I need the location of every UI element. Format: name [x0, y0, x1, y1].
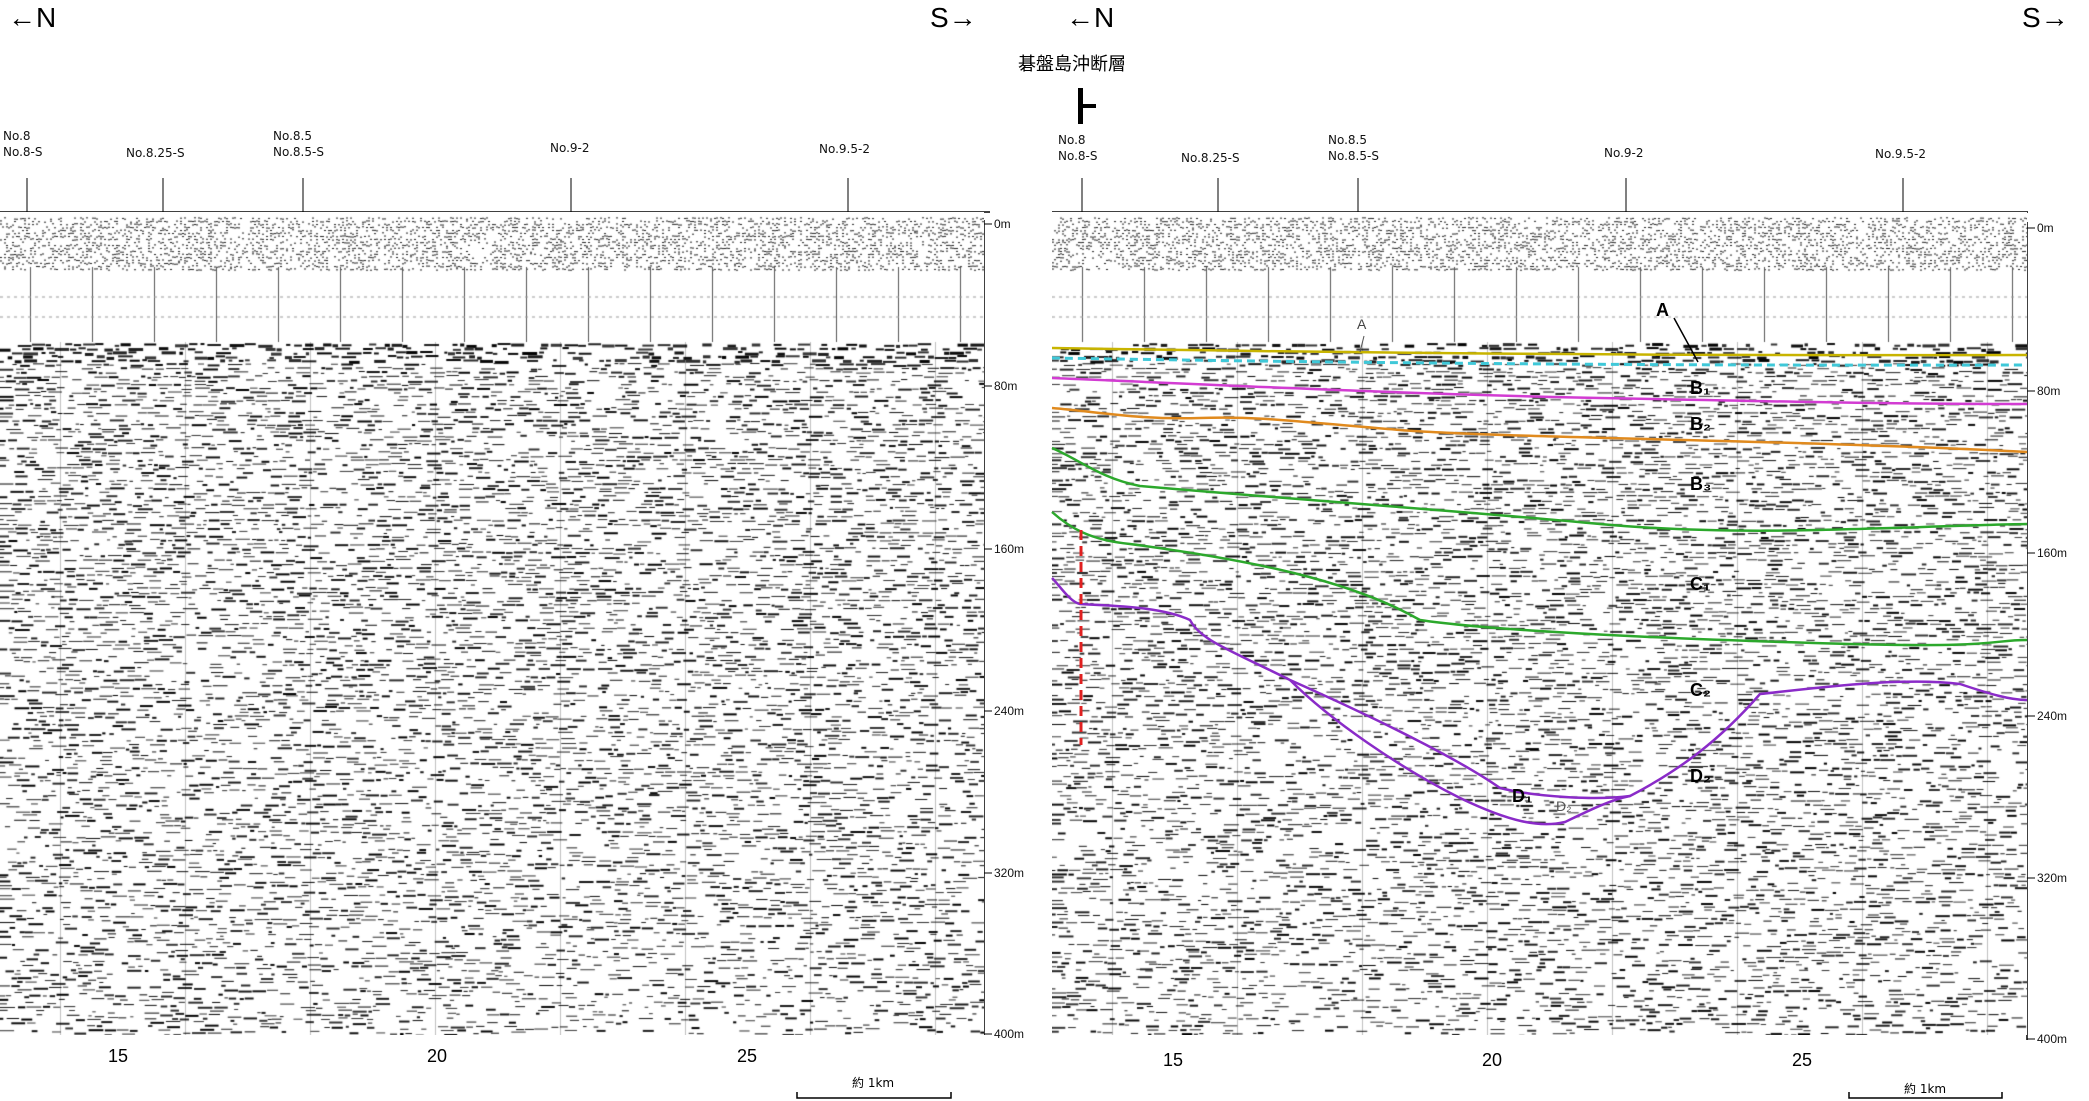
right-scale-label: 約 1km	[1904, 1082, 1947, 1096]
horizon-d1-line	[1289, 679, 1631, 826]
left-xtick-25: 25	[737, 1046, 758, 1066]
horizon-label-b3: B₃	[1690, 474, 1712, 494]
horizon-label-d2-small: D₂	[1556, 798, 1572, 814]
left-station-no8-25: No.8.25-S	[126, 146, 185, 160]
right-depth-0: 0m	[2037, 221, 2054, 235]
left-xtick-20: 20	[427, 1046, 448, 1066]
left-depth-400: 400m	[994, 1027, 1025, 1041]
right-station-no8-25: No.8.25-S	[1181, 151, 1240, 165]
right-xtick-20: 20	[1482, 1050, 1503, 1070]
horizon-c1-line	[1051, 511, 2028, 647]
right-depth-240: 240m	[2037, 709, 2068, 723]
horizon-label-d2: D₂	[1690, 766, 1711, 786]
horizon-b2-line	[1051, 406, 2028, 454]
fault-marker-tick-icon	[1078, 104, 1096, 108]
left-station-no8-5: No.8.5 No.8.5-S	[273, 129, 324, 159]
horizon-label-b2: B₂	[1690, 414, 1711, 434]
left-seismic-profile	[0, 212, 984, 1035]
left-scale-label: 約 1km	[852, 1076, 895, 1090]
horizon-label-a: A	[1656, 300, 1669, 320]
right-north-arrow: ←N	[1066, 2, 1115, 33]
horizon-label-a-small: A	[1357, 316, 1367, 332]
left-station-no9-5-2: No.9.5-2	[819, 142, 870, 156]
left-south-arrow: S→	[930, 2, 977, 33]
right-depth-160: 160m	[2037, 546, 2068, 560]
left-depth-0: 0m	[994, 217, 1011, 231]
left-station-no8: No.8 No.8-S	[3, 129, 43, 159]
horizon-b1-line	[1051, 376, 2028, 406]
right-station-no9-2: No.9-2	[1604, 146, 1644, 160]
left-depth-240: 240m	[994, 704, 1025, 718]
right-south-arrow: S→	[2022, 2, 2069, 33]
left-north-arrow: ←N	[8, 2, 57, 33]
fault-name-label: 碁盤島沖断層	[1018, 54, 1126, 75]
left-depth-80: 80m	[994, 379, 1018, 393]
left-depth-320: 320m	[994, 866, 1025, 880]
horizon-a-dashed-line	[1051, 356, 2028, 367]
left-depth-160: 160m	[994, 542, 1025, 556]
right-station-no8-5: No.8.5 No.8.5-S	[1328, 133, 1379, 163]
right-station-no8: No.8 No.8-S	[1058, 133, 1098, 163]
horizon-a-line	[1051, 346, 2028, 357]
right-depth-400: 400m	[2037, 1032, 2068, 1046]
right-xtick-25: 25	[1792, 1050, 1813, 1070]
horizon-label-c1: C₁	[1690, 574, 1711, 594]
horizon-a-leader-line	[1673, 317, 1699, 363]
horizon-b3-line	[1051, 446, 2028, 532]
right-depth-320: 320m	[2037, 871, 2068, 885]
horizon-label-d1: D₁	[1512, 786, 1533, 806]
right-depth-80: 80m	[2037, 384, 2061, 398]
right-xtick-15: 15	[1163, 1050, 1184, 1070]
horizon-label-c2: C₂	[1690, 680, 1711, 700]
horizon-label-b1: B₁	[1690, 378, 1711, 398]
left-station-no9-2: No.9-2	[550, 141, 590, 155]
horizon-c2-line	[1051, 577, 2028, 800]
horizon-a-small-leader-line	[1359, 335, 1365, 353]
left-xtick-15: 15	[108, 1046, 129, 1066]
right-station-no9-5-2: No.9.5-2	[1875, 147, 1926, 161]
